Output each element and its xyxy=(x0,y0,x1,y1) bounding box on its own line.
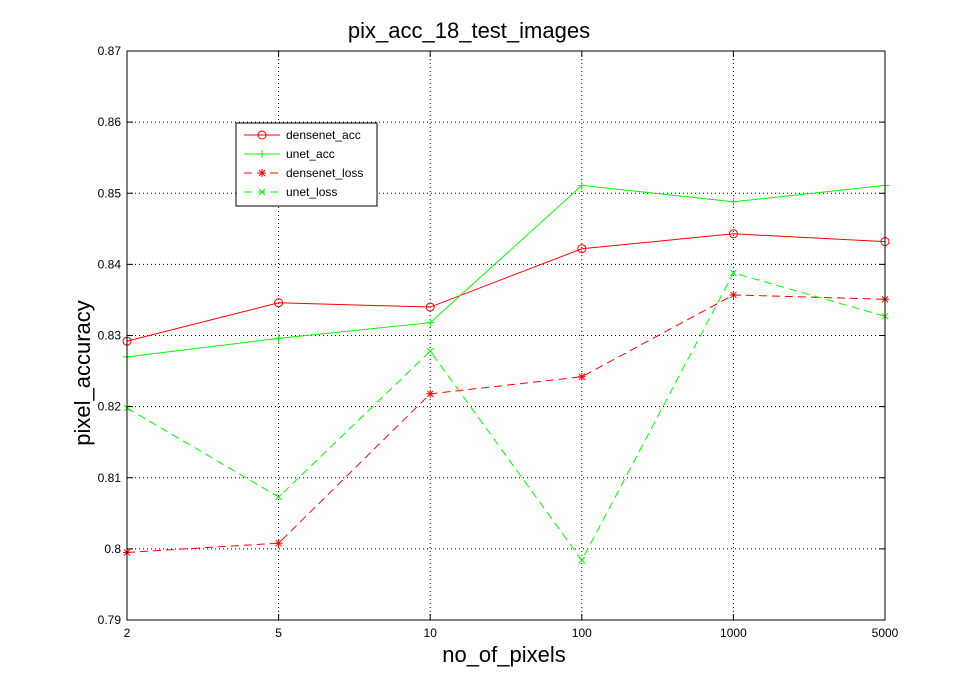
x-tick-label: 100 xyxy=(572,626,592,640)
x-axis-title: no_of_pixels xyxy=(442,642,566,667)
legend-item-densenet_loss: densenet_loss xyxy=(244,166,363,180)
data-point-densenet_acc xyxy=(577,244,587,254)
legend-item-unet_acc: unet_acc xyxy=(244,147,335,161)
data-point-unet_loss xyxy=(275,493,282,501)
y-tick-label: 0.87 xyxy=(98,44,122,58)
series-densenet_acc xyxy=(122,229,890,346)
data-point-unet_acc xyxy=(274,334,283,343)
data-point-densenet_acc xyxy=(728,229,738,239)
data-point-unet_acc xyxy=(577,181,586,190)
data-point-densenet_loss xyxy=(274,539,283,548)
data-point-unet_loss xyxy=(578,556,586,564)
series-line-unet_acc xyxy=(126,184,886,358)
data-point-unet_loss xyxy=(426,347,434,355)
y-tick-label: 0.79 xyxy=(98,613,122,627)
legend-label: unet_loss xyxy=(286,185,337,199)
x-tick-label: 1000 xyxy=(720,626,747,640)
legend-marker xyxy=(258,169,266,177)
x-tick-label: 5 xyxy=(275,626,282,640)
data-point-unet_acc xyxy=(729,197,738,206)
y-tick-label: 0.82 xyxy=(98,400,122,414)
y-tick-label: 0.86 xyxy=(98,115,122,129)
data-point-densenet_loss xyxy=(426,389,435,398)
axes: 2 5 10 100 1000 5000 0.79 0.8 0.81 0.82 0.83 0.84 0.… xyxy=(98,44,899,640)
y-tick-label: 0.81 xyxy=(98,471,122,485)
legend-label: unet_acc xyxy=(286,147,335,161)
data-point-densenet_loss xyxy=(729,290,738,299)
data-point-densenet_acc xyxy=(425,302,435,312)
data-point-densenet_loss xyxy=(577,372,586,381)
legend-marker xyxy=(258,150,266,158)
series-layer xyxy=(122,181,890,564)
legend-marker xyxy=(258,188,266,196)
data-point-densenet_acc xyxy=(274,298,284,308)
legend-label: densenet_loss xyxy=(286,166,363,180)
legend-marker xyxy=(257,130,267,140)
x-tick-label: 10 xyxy=(424,626,438,640)
y-tick-label: 0.8 xyxy=(104,542,121,556)
y-tick-label: 0.84 xyxy=(98,257,122,271)
x-tick-label: 2 xyxy=(124,626,131,640)
x-tick-label: 5000 xyxy=(872,626,899,640)
series-line-densenet_acc xyxy=(126,233,886,342)
series-unet_loss xyxy=(123,269,889,564)
series-line-unet_loss xyxy=(126,272,886,562)
data-point-unet_loss xyxy=(730,269,737,277)
legend-item-densenet_acc: densenet_acc xyxy=(244,128,361,142)
y-axis-title: pixel_accuracy xyxy=(70,300,95,446)
data-point-unet_acc xyxy=(426,318,435,327)
y-tick-label: 0.85 xyxy=(98,186,122,200)
legend-item-unet_loss: unet_loss xyxy=(244,185,337,199)
legend-label: densenet_acc xyxy=(286,128,361,142)
chart-title: pix_acc_18_test_images xyxy=(348,18,590,43)
y-tick-label: 0.83 xyxy=(98,329,122,343)
legend: densenet_acc unet_acc densenet_loss unet_lo… xyxy=(235,122,378,207)
